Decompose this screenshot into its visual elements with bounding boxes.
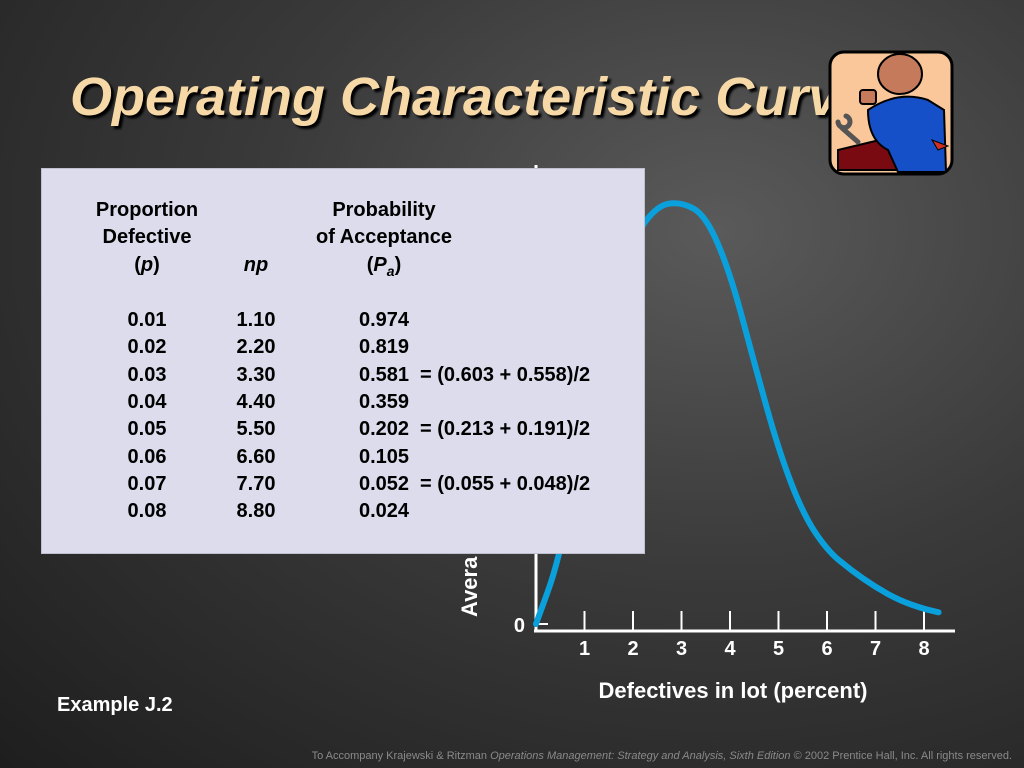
table-cell-p: 0.07 [127, 472, 167, 495]
table-cell-p: 0.01 [127, 309, 167, 331]
table-cell-pa: 0.581 [358, 363, 410, 386]
x-tick-label-3: 3 [676, 638, 687, 660]
copyright-footer: To Accompany Krajewski & Ritzman Operati… [311, 750, 1012, 762]
table-cell-np: 4.40 [236, 390, 276, 413]
table-cell-note: = (0.603 + 0.558)/2 [420, 363, 591, 386]
table-cell-pa: 0.105 [358, 445, 410, 468]
worker-wrench-icon [828, 50, 954, 176]
table-cell-np: 5.50 [236, 418, 276, 441]
table-cell-pa: 0.359 [358, 390, 410, 413]
table-cell-pa: 0.974 [358, 309, 410, 331]
x-ticks [583, 611, 925, 630]
x-tick-label-6: 6 [821, 638, 832, 660]
table-cell-pa: 0.052 [358, 472, 410, 495]
data-table: Proportion Defective (p) np Probability … [41, 168, 645, 554]
x-tick-label-1: 1 [579, 638, 590, 660]
x-tick-label-2: 2 [627, 638, 638, 660]
table-cell-np: 2.20 [236, 336, 276, 359]
table-cell-p: 0.08 [127, 500, 167, 523]
table-cell-p: 0.05 [127, 418, 167, 441]
header-np: np [243, 254, 269, 276]
example-label: Example J.2 [57, 694, 173, 716]
table-cell-np: 6.60 [236, 445, 276, 468]
header-defective: Defective [102, 226, 192, 248]
header-proportion: Proportion [95, 199, 199, 221]
table-cell-pa: 0.024 [358, 500, 410, 523]
table-cell-np: 8.80 [236, 500, 276, 523]
x-tick-label-5: 5 [773, 638, 784, 660]
header-of-acceptance: of Acceptance [316, 226, 452, 248]
x-axis-label: Defectives in lot (percent) [599, 678, 868, 703]
table-cell-p: 0.02 [127, 336, 167, 359]
x-tick-labels: 1 2 3 4 5 6 7 8 [579, 638, 930, 660]
y-tick-label-0: 0 [514, 615, 525, 637]
x-tick-label-7: 7 [870, 638, 881, 660]
table-cell-pa: 0.819 [358, 336, 410, 359]
table-cell-p: 0.03 [127, 363, 167, 386]
table-cell-note: = (0.213 + 0.191)/2 [420, 418, 591, 441]
table-cell-note: = (0.055 + 0.048)/2 [420, 472, 591, 495]
header-probability: Probability [332, 199, 436, 221]
header-p: (p) [134, 254, 160, 276]
x-tick-label-4: 4 [724, 638, 736, 660]
slide-title: Operating Characteristic Curve [70, 67, 869, 127]
header-pa: (Pa) [366, 254, 402, 279]
table-cell-np: 1.10 [236, 309, 276, 331]
table-cell-pa: 0.202 [358, 418, 410, 441]
table-cell-np: 7.70 [236, 472, 276, 495]
y-axis-label: Avera [457, 556, 482, 617]
table-cell-p: 0.06 [127, 445, 167, 468]
table-cell-p: 0.04 [127, 390, 167, 413]
x-tick-label-8: 8 [918, 638, 929, 660]
table-cell-np: 3.30 [236, 363, 276, 386]
